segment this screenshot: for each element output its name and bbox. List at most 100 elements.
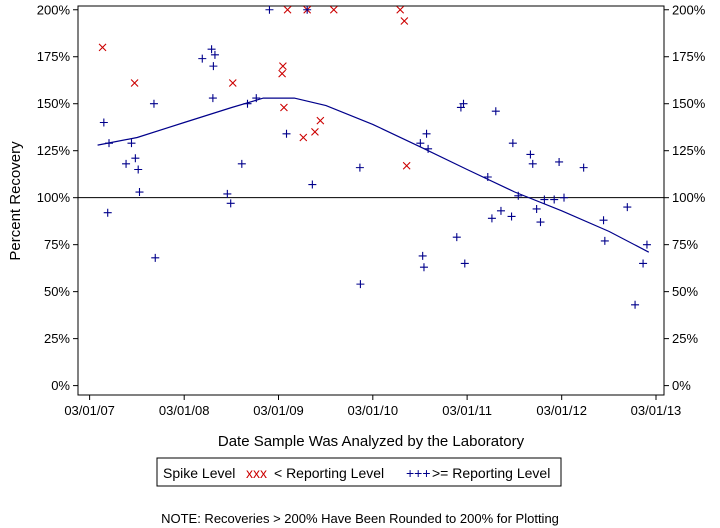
x-axis: 03/01/07 03/01/08 03/01/09 03/01/10 03/01/11… bbox=[64, 395, 681, 418]
point-above-reporting-level bbox=[491, 107, 500, 116]
point-above-reporting-level bbox=[355, 163, 364, 172]
point-below-reporting-level bbox=[400, 17, 409, 25]
legend-label-below: < Reporting Level bbox=[274, 465, 384, 481]
y-axis-right: 0% 25% 50% 75% 100% 125% 150% 175% 200% bbox=[664, 2, 706, 393]
point-above-reporting-level bbox=[207, 45, 216, 54]
y-tick-label-right: 0% bbox=[672, 378, 691, 393]
point-above-reporting-level bbox=[303, 5, 312, 14]
y-tick-label-left: 0% bbox=[51, 378, 70, 393]
plot-frame bbox=[77, 5, 665, 396]
point-above-reporting-level bbox=[508, 139, 517, 148]
point-above-reporting-level bbox=[265, 5, 274, 14]
point-above-reporting-level bbox=[642, 240, 651, 249]
point-above-reporting-level bbox=[460, 259, 469, 268]
legend-symbol-above: +++ bbox=[406, 465, 431, 481]
point-above-reporting-level bbox=[198, 54, 207, 63]
y-tick-label-left: 150% bbox=[37, 96, 71, 111]
point-above-reporting-level bbox=[424, 144, 433, 153]
point-above-reporting-level bbox=[308, 180, 317, 189]
point-above-reporting-level bbox=[252, 94, 261, 103]
point-above-reporting-level bbox=[122, 159, 131, 168]
point-below-reporting-level bbox=[402, 161, 411, 170]
y-tick-label-right: 75% bbox=[672, 237, 698, 252]
point-above-reporting-level bbox=[579, 163, 588, 172]
point-below-reporting-level bbox=[311, 128, 319, 136]
legend-box bbox=[156, 457, 562, 487]
point-above-reporting-level bbox=[105, 139, 114, 148]
point-above-reporting-level bbox=[131, 154, 140, 163]
x-tick-label: 03/01/07 bbox=[64, 403, 115, 418]
point-above-reporting-level bbox=[149, 99, 158, 108]
y-tick-label-left: 25% bbox=[44, 331, 70, 346]
x-tick-label: 03/01/11 bbox=[442, 403, 492, 418]
point-above-reporting-level bbox=[555, 157, 564, 166]
y-tick-label-right: 25% bbox=[672, 331, 698, 346]
point-above-reporting-level bbox=[419, 263, 428, 272]
y-tick-label-left: 100% bbox=[37, 190, 71, 205]
point-below-reporting-level bbox=[278, 69, 287, 78]
x-tick-label: 03/01/12 bbox=[536, 403, 587, 418]
point-above-reporting-level bbox=[532, 204, 541, 213]
point-above-reporting-level bbox=[540, 195, 549, 204]
x-tick-label: 03/01/08 bbox=[159, 403, 210, 418]
y-axis-title: Percent Recovery bbox=[7, 141, 24, 261]
y-tick-label-left: 50% bbox=[44, 284, 70, 299]
legend-symbol-below: xxx bbox=[246, 465, 267, 481]
point-below-reporting-level bbox=[316, 116, 325, 125]
x-tick-label: 03/01/09 bbox=[253, 403, 304, 418]
point-above-reporting-level bbox=[210, 50, 219, 59]
point-above-reporting-level bbox=[639, 259, 648, 268]
point-above-reporting-level bbox=[103, 208, 112, 217]
point-below-reporting-level bbox=[283, 5, 292, 14]
point-above-reporting-level bbox=[487, 214, 496, 223]
point-above-reporting-level bbox=[483, 173, 492, 182]
y-tick-label-left: 125% bbox=[37, 143, 71, 158]
y-tick-label-right: 150% bbox=[672, 96, 706, 111]
point-above-reporting-level bbox=[237, 159, 246, 168]
point-above-reporting-level bbox=[550, 195, 559, 204]
footnote: NOTE: Recoveries > 200% Have Been Rounde… bbox=[161, 511, 559, 526]
y-tick-label-right: 175% bbox=[672, 49, 706, 64]
point-above-reporting-level bbox=[528, 159, 537, 168]
point-above-reporting-level bbox=[416, 139, 425, 148]
legend-title: Spike Level bbox=[163, 465, 235, 481]
y-tick-label-right: 50% bbox=[672, 284, 698, 299]
y-tick-label-left: 175% bbox=[37, 49, 71, 64]
point-above-reporting-level bbox=[507, 212, 516, 221]
y-tick-label-left: 75% bbox=[44, 237, 70, 252]
point-above-reporting-level bbox=[536, 218, 545, 227]
legend-label-above: >= Reporting Level bbox=[432, 465, 550, 481]
point-above-reporting-level bbox=[208, 94, 217, 103]
point-below-reporting-level bbox=[299, 133, 308, 142]
x-tick-label: 03/01/10 bbox=[348, 403, 399, 418]
point-above-reporting-level bbox=[599, 216, 608, 225]
point-above-reporting-level bbox=[243, 99, 252, 108]
point-above-reporting-level bbox=[226, 199, 235, 208]
x-axis-title: Date Sample Was Analyzed by the Laborato… bbox=[218, 433, 525, 450]
y-tick-label-left: 200% bbox=[37, 2, 71, 17]
point-above-reporting-level bbox=[496, 206, 505, 215]
point-below-reporting-level bbox=[329, 5, 338, 14]
point-above-reporting-level bbox=[600, 236, 609, 245]
point-below-reporting-level bbox=[228, 79, 237, 87]
point-above-reporting-level bbox=[452, 233, 461, 242]
trend-line bbox=[97, 97, 650, 253]
point-above-reporting-level bbox=[282, 129, 291, 138]
y-tick-label-right: 125% bbox=[672, 143, 706, 158]
data-points bbox=[98, 5, 651, 309]
point-below-reporting-level bbox=[98, 43, 107, 52]
legend: Spike Level xxx < Reporting Level +++ >=… bbox=[156, 457, 562, 487]
point-above-reporting-level bbox=[514, 191, 523, 200]
point-above-reporting-level bbox=[127, 139, 136, 148]
point-above-reporting-level bbox=[151, 253, 160, 262]
point-above-reporting-level bbox=[134, 165, 143, 174]
y-tick-label-right: 200% bbox=[672, 2, 706, 17]
y-tick-label-right: 100% bbox=[672, 190, 706, 205]
point-above-reporting-level bbox=[223, 189, 232, 198]
point-above-reporting-level bbox=[209, 62, 218, 71]
point-below-reporting-level bbox=[396, 5, 405, 14]
point-above-reporting-level bbox=[135, 188, 144, 197]
point-above-reporting-level bbox=[560, 193, 569, 202]
point-above-reporting-level bbox=[459, 99, 468, 108]
point-above-reporting-level bbox=[99, 118, 108, 127]
